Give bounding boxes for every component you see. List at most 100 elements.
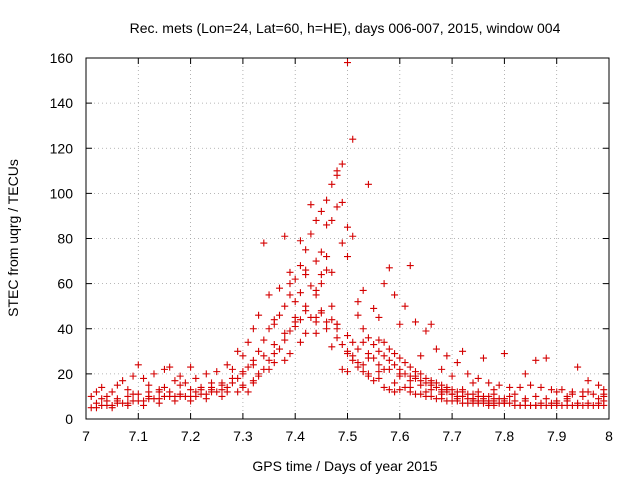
data-point (108, 404, 116, 412)
data-point (349, 232, 357, 240)
y-tick-label: 100 (50, 185, 74, 201)
data-point (370, 304, 378, 312)
data-point (333, 171, 341, 179)
x-axis-label: GPS time / Days of year 2015 (252, 458, 437, 474)
data-point (213, 368, 221, 376)
data-point (265, 356, 273, 364)
data-point (312, 216, 320, 224)
data-point (354, 298, 362, 306)
data-point (187, 363, 195, 371)
data-point (417, 370, 425, 378)
data-point (312, 318, 320, 326)
y-tick-label: 20 (57, 366, 73, 382)
data-point (270, 359, 278, 367)
data-point (459, 347, 467, 355)
data-point (422, 374, 430, 382)
x-tick-label: 7.8 (495, 428, 515, 444)
data-point (574, 363, 582, 371)
data-point (291, 275, 299, 283)
data-point (323, 266, 331, 274)
data-point (542, 395, 550, 403)
data-point (255, 347, 263, 355)
data-point (396, 370, 404, 378)
data-point (265, 325, 273, 333)
data-point (438, 365, 446, 373)
data-point (375, 336, 383, 344)
data-point (595, 395, 603, 403)
data-point (490, 390, 498, 398)
data-point (281, 336, 289, 344)
data-point (490, 401, 498, 409)
data-point (422, 327, 430, 335)
data-point (511, 397, 519, 405)
data-point (197, 386, 205, 394)
data-point (438, 390, 446, 398)
data-point (176, 372, 184, 380)
data-point (485, 399, 493, 407)
data-point (553, 388, 561, 396)
data-point (438, 381, 446, 389)
data-point (187, 397, 195, 405)
data-point (375, 347, 383, 355)
data-point (296, 262, 304, 270)
data-point (291, 298, 299, 306)
data-point (307, 282, 315, 290)
data-point (375, 368, 383, 376)
y-tick-label: 140 (50, 95, 74, 111)
data-point (453, 359, 461, 367)
data-point (223, 388, 231, 396)
data-point (249, 325, 257, 333)
data-point (344, 253, 351, 261)
data-point (385, 345, 393, 353)
data-point (506, 383, 514, 391)
data-point (176, 381, 184, 389)
data-point (223, 361, 231, 369)
data-point (443, 386, 451, 394)
data-point (286, 268, 294, 276)
axis-ticks: 7 7.1 7.2 7.3 7.4 7.5 7.6 7.7 7.8 7.9 802040608010… (50, 50, 613, 444)
data-point (380, 280, 388, 288)
y-tick-label: 40 (57, 321, 73, 337)
data-point (302, 307, 310, 315)
data-point (187, 386, 195, 394)
data-point (401, 359, 409, 367)
data-point (427, 379, 435, 387)
data-point (150, 370, 158, 378)
data-point (370, 354, 378, 362)
data-point (511, 390, 519, 398)
data-point (380, 365, 388, 373)
data-point (427, 392, 435, 400)
x-tick-label: 7.6 (390, 428, 410, 444)
data-point (406, 377, 414, 385)
data-point (370, 341, 378, 349)
data-point (344, 332, 351, 340)
data-point (474, 388, 482, 396)
data-point (265, 291, 273, 299)
data-point (155, 399, 163, 407)
data-point (391, 291, 399, 299)
data-point (532, 392, 540, 400)
data-point (469, 390, 477, 398)
data-point (302, 246, 310, 254)
data-point (234, 347, 242, 355)
data-point (600, 390, 608, 398)
x-tick-label: 7.1 (129, 428, 149, 444)
data-point (166, 388, 174, 396)
data-point (312, 329, 320, 337)
data-point (375, 313, 383, 321)
data-point (323, 196, 331, 204)
data-point (192, 388, 200, 396)
y-tick-label: 80 (57, 231, 73, 247)
data-point (228, 374, 236, 382)
data-point (417, 352, 425, 360)
data-point (411, 372, 419, 380)
data-point (260, 336, 268, 344)
data-point (296, 237, 304, 245)
data-point (359, 286, 367, 294)
data-point (479, 354, 487, 362)
data-point (516, 383, 524, 391)
data-point (380, 383, 388, 391)
data-point (291, 322, 299, 330)
data-point (563, 395, 571, 403)
data-point (542, 354, 550, 362)
